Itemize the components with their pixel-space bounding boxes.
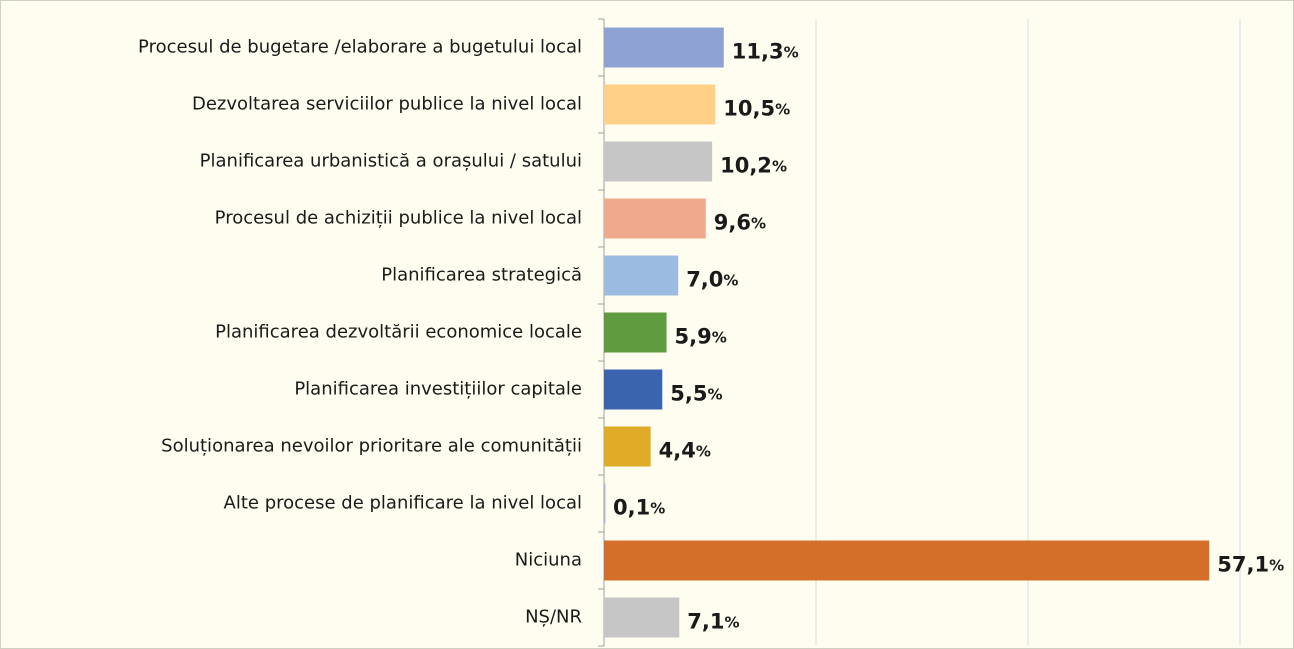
bar xyxy=(604,597,680,638)
bar xyxy=(604,540,1210,581)
category-label: Planificarea dezvoltării economice local… xyxy=(215,322,582,343)
value-label: 7,1% xyxy=(687,610,739,634)
value-label: 11,3% xyxy=(732,40,799,64)
category-label: Dezvoltarea serviciilor publice la nivel… xyxy=(192,94,582,115)
bar xyxy=(604,198,706,239)
value-label: 4,4% xyxy=(659,439,711,463)
value-label: 5,5% xyxy=(670,382,722,406)
category-label: Planificarea investițiilor capitale xyxy=(294,379,582,400)
bar xyxy=(604,27,724,68)
value-label: 10,2% xyxy=(720,154,787,178)
value-label: 10,5% xyxy=(723,97,790,121)
value-label: 57,1% xyxy=(1217,553,1284,577)
category-label: Procesul de achiziții publice la nivel l… xyxy=(215,208,582,229)
bar xyxy=(604,369,663,410)
bar xyxy=(604,426,651,467)
bar xyxy=(604,312,667,353)
value-label: 0,1% xyxy=(613,496,665,520)
value-label: 9,6% xyxy=(714,211,766,235)
category-label: Procesul de bugetare /elaborare a bugetu… xyxy=(138,37,582,58)
bar xyxy=(604,84,716,125)
category-label: Niciuna xyxy=(515,550,582,571)
category-label: Alte procese de planificare la nivel loc… xyxy=(224,493,582,514)
value-label: 5,9% xyxy=(675,325,727,349)
value-label: 7,0% xyxy=(686,268,738,292)
bar xyxy=(604,255,679,296)
category-label: Planificarea urbanistică a orașului / sa… xyxy=(200,151,582,172)
category-label: Soluționarea nevoilor prioritare ale com… xyxy=(161,436,582,457)
bar xyxy=(604,141,713,182)
category-label: Planificarea strategică xyxy=(381,265,582,286)
bar xyxy=(604,483,606,524)
category-label: NȘ/NR xyxy=(525,607,582,628)
